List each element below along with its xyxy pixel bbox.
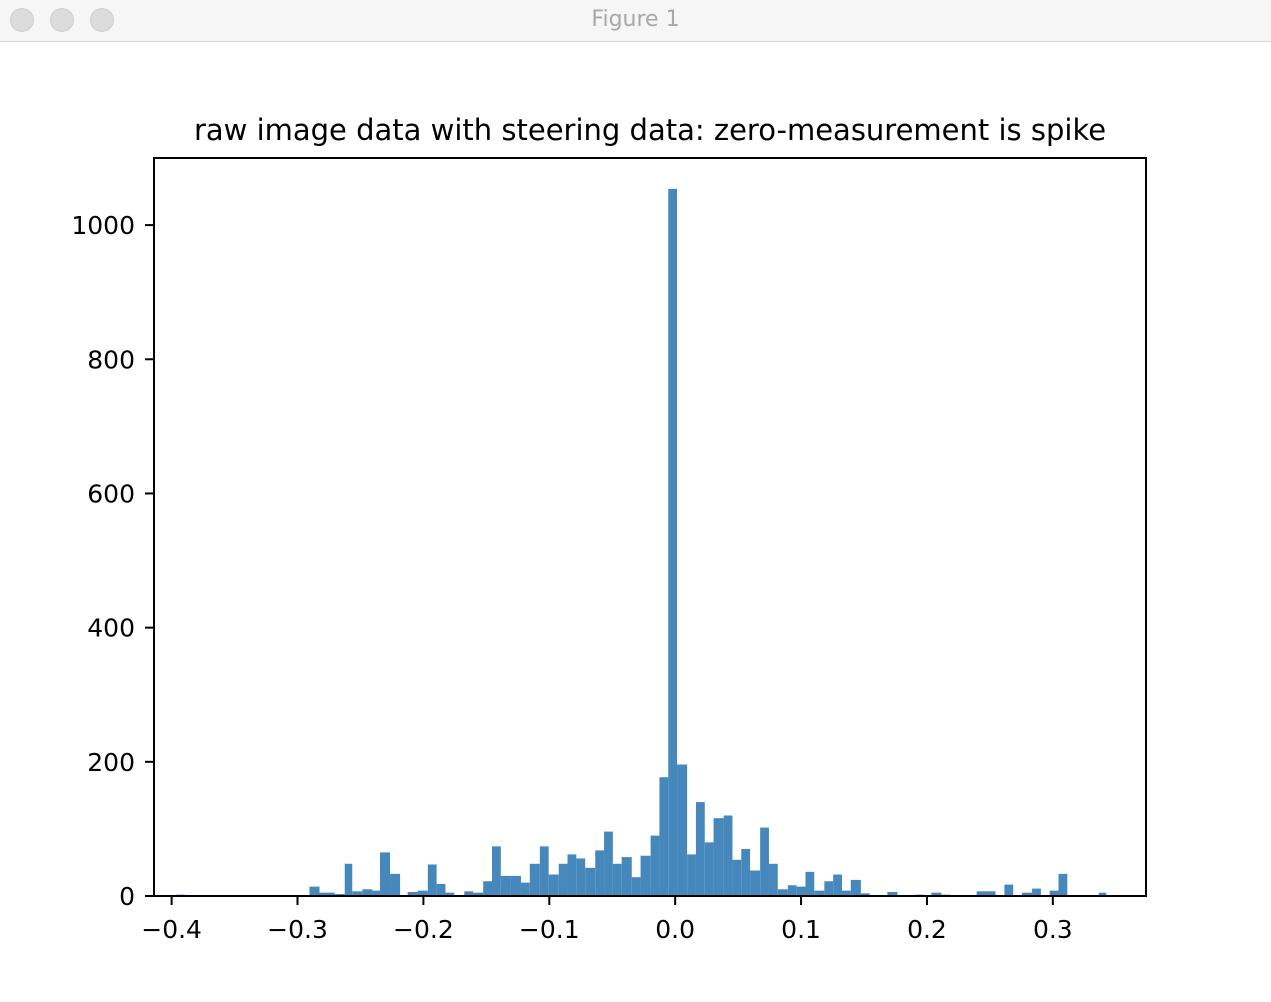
histogram-bar xyxy=(473,892,484,896)
histogram-figure: raw image data with steering data: zero-… xyxy=(71,113,1147,944)
histogram-bar xyxy=(500,875,511,896)
histogram-bar xyxy=(390,873,401,896)
x-tick-label: −0.4 xyxy=(141,915,202,944)
histogram-bar xyxy=(604,831,613,896)
histogram-bar xyxy=(750,870,761,896)
histogram-bar xyxy=(567,854,577,896)
histogram-bar xyxy=(1058,873,1068,896)
histogram-bar xyxy=(777,889,788,896)
histogram-bar xyxy=(334,893,345,896)
y-tick-label: 1000 xyxy=(71,211,135,240)
x-axis: −0.4 −0.3 −0.2 −0.1 0.0 0.1 0.2 0.3 xyxy=(141,896,1073,944)
close-window-button[interactable] xyxy=(10,8,34,32)
histogram-bar xyxy=(483,881,493,896)
histogram-bar xyxy=(659,777,669,896)
histogram-bar xyxy=(677,764,688,896)
histogram-bar xyxy=(510,875,521,896)
histogram-bar xyxy=(407,891,418,896)
histogram-bar xyxy=(379,852,391,896)
window-title: Figure 1 xyxy=(591,7,680,32)
histogram-bar xyxy=(492,846,501,896)
x-tick-label: −0.3 xyxy=(267,915,328,944)
histogram-bar xyxy=(612,863,622,896)
histogram-bar xyxy=(887,891,898,896)
histogram-bar xyxy=(805,871,815,896)
histogram-bar xyxy=(1032,888,1041,896)
histogram-bar xyxy=(464,891,474,896)
histogram-bar xyxy=(520,882,530,896)
histogram-bar xyxy=(529,863,540,896)
histogram-bar xyxy=(539,846,549,896)
histogram-bar xyxy=(824,881,834,896)
histogram-bar xyxy=(319,892,335,896)
histogram-bar xyxy=(621,857,632,896)
zoom-window-button[interactable] xyxy=(90,8,114,32)
histogram-bar xyxy=(713,818,724,896)
histogram-bar xyxy=(1004,884,1014,896)
chart-title: raw image data with steering data: zero-… xyxy=(194,113,1106,147)
histogram-bar xyxy=(585,867,596,896)
histogram-bar xyxy=(796,886,806,896)
histogram-bar xyxy=(576,858,586,896)
y-tick-label: 200 xyxy=(87,748,135,777)
window-titlebar: Figure 1 xyxy=(0,0,1271,42)
histogram-bar xyxy=(548,874,559,896)
histogram-bar xyxy=(631,877,641,896)
histogram-bar xyxy=(860,893,870,896)
histogram-bar xyxy=(595,850,605,896)
histogram-bar xyxy=(1022,892,1033,896)
histogram-bar xyxy=(417,890,428,896)
histogram-bar xyxy=(309,886,320,896)
y-tick-label: 400 xyxy=(87,614,135,643)
histogram-bar xyxy=(787,885,797,896)
histogram-bar xyxy=(760,827,769,896)
histogram-bar xyxy=(732,859,742,896)
histogram-bar xyxy=(850,879,861,896)
histogram-bar xyxy=(931,892,942,896)
histogram-bar xyxy=(436,883,446,896)
histogram-bars xyxy=(176,188,1107,897)
x-tick-label: 0.3 xyxy=(1033,915,1073,944)
histogram-bar xyxy=(558,863,568,896)
histogram-bar xyxy=(372,890,380,896)
histogram-bar xyxy=(362,889,373,896)
histogram-bar xyxy=(687,854,696,896)
histogram-bar xyxy=(741,849,751,896)
histogram-bar xyxy=(704,842,714,896)
histogram-bar xyxy=(723,815,733,896)
histogram-bar xyxy=(976,891,996,896)
plot-frame xyxy=(153,157,1147,897)
histogram-bar xyxy=(640,855,651,896)
histogram-bar xyxy=(768,863,778,896)
x-tick-label: −0.2 xyxy=(393,915,454,944)
histogram-bar xyxy=(1049,890,1059,896)
histogram-bar xyxy=(650,835,660,896)
y-tick-label: 800 xyxy=(87,345,135,374)
x-tick-label: 0.0 xyxy=(655,915,695,944)
x-tick-label: −0.1 xyxy=(519,915,580,944)
histogram-bar xyxy=(814,890,825,896)
histogram-bar xyxy=(427,864,437,896)
histogram-bar xyxy=(344,863,353,896)
y-tick-label: 0 xyxy=(119,882,135,911)
histogram-bar xyxy=(668,188,678,897)
histogram-bar xyxy=(695,802,705,896)
y-axis: 0 200 400 600 800 1000 xyxy=(71,211,154,911)
histogram-bar xyxy=(445,892,455,896)
histogram-bar xyxy=(833,874,842,896)
histogram-bar xyxy=(841,890,851,896)
x-tick-label: 0.1 xyxy=(781,915,821,944)
x-tick-label: 0.2 xyxy=(907,915,947,944)
histogram-bar xyxy=(352,891,363,896)
y-tick-label: 600 xyxy=(87,479,135,508)
minimize-window-button[interactable] xyxy=(50,8,74,32)
histogram-bar xyxy=(1098,892,1107,896)
